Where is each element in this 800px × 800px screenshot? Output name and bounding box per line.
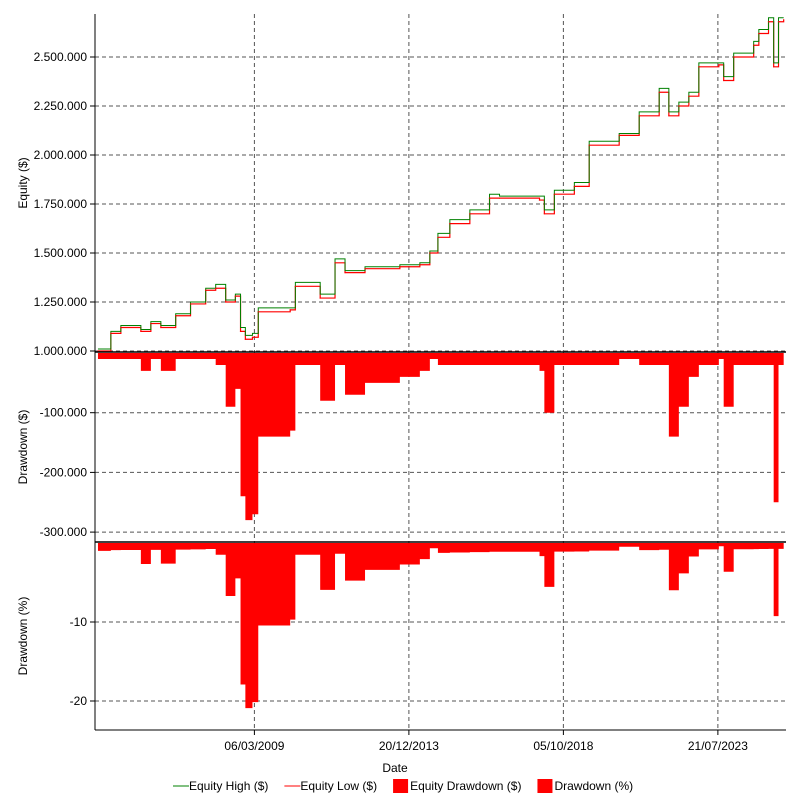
equity-point (773, 66, 775, 68)
equity-point (364, 268, 366, 270)
series-equity-low (97, 19, 785, 352)
equity-point (110, 332, 112, 334)
equity-point (399, 266, 401, 268)
equity-point (753, 44, 755, 46)
legend-label: Equity Drawdown ($) (410, 779, 521, 793)
legend-label: Equity High ($) (189, 779, 268, 793)
equity-point (449, 223, 451, 225)
legend-item: Equity High ($) (173, 779, 268, 793)
legend-item: Equity Drawdown ($) (393, 779, 521, 793)
x-tick-label: 21/07/2023 (688, 739, 748, 753)
y-axis-label: Equity ($) (16, 157, 30, 208)
y-tick-label: -200.000 (40, 465, 88, 479)
equity-point (783, 19, 785, 21)
equity-point (239, 330, 242, 332)
y-tick-label: 1.500.000 (34, 246, 88, 260)
equity-point (160, 326, 162, 329)
equity-point (658, 91, 660, 93)
y-tick-label: -20 (70, 694, 88, 708)
equity-point (488, 197, 491, 199)
equity-point (668, 115, 670, 117)
y-tick-label: -10 (70, 615, 88, 629)
equity-point (758, 32, 760, 35)
y-tick-label: -100.000 (40, 406, 88, 420)
equity-point (469, 213, 471, 215)
equity-point (334, 262, 336, 264)
equity-point (573, 185, 575, 187)
x-tick-label: 05/10/2018 (533, 739, 593, 753)
equity-point (319, 297, 321, 299)
legend-box-swatch (537, 779, 553, 793)
equity-point (733, 56, 735, 58)
equity-point (498, 197, 501, 199)
equity-point (767, 21, 770, 23)
y-tick-label: 1.250.000 (34, 295, 88, 309)
panel-2: -100.000 -200.000 -300.000 Drawdown ($) (16, 352, 786, 542)
equity-point (618, 134, 620, 136)
equity-point (120, 326, 122, 329)
equity-point (553, 193, 555, 195)
x-tick-label: 06/03/2009 (224, 739, 284, 753)
equity-point (638, 115, 640, 117)
equity-point (215, 287, 217, 289)
equity-point (543, 213, 545, 215)
equity-point (437, 236, 439, 238)
equity-point (429, 252, 431, 254)
equity-point (678, 105, 680, 107)
equity-point (257, 311, 259, 313)
y-axis-label: Drawdown (%) (16, 597, 30, 676)
y-tick-label: 2.250.000 (34, 99, 88, 113)
equity-point (698, 66, 700, 68)
equity-point (175, 315, 177, 317)
equity-point (344, 272, 346, 274)
y-tick-label: 1.000.000 (34, 344, 88, 358)
y-tick-label: 2.000.000 (34, 148, 88, 162)
equity-point (140, 330, 142, 332)
equity-point (723, 79, 725, 82)
equity-point (251, 336, 254, 338)
equity-point (289, 309, 291, 311)
equity-point (234, 295, 236, 297)
legend-item: Drawdown (%) (537, 779, 633, 793)
equity-point (189, 303, 192, 305)
legend-label: Equity Low ($) (300, 779, 377, 793)
equity-point (294, 285, 296, 287)
equity-point (205, 289, 207, 291)
x-tick-label: 20/12/2013 (379, 739, 439, 753)
equity-point (244, 338, 246, 340)
series-equity-drawdown (97, 353, 784, 521)
legend-label: Drawdown (%) (554, 779, 633, 793)
panel-1: 1.000.000 1.250.000 1.500.000 1.750.000 2.00… (16, 14, 786, 358)
legend-box-swatch (393, 779, 409, 793)
series-equity-high (97, 17, 784, 350)
legend: Equity High ($) Equity Low ($) Equity Draw… (173, 779, 633, 793)
equity-point (777, 21, 780, 23)
legend-item: Equity Low ($) (284, 779, 377, 793)
equity-point (538, 199, 541, 201)
y-axis-label: Drawdown ($) (16, 410, 30, 485)
equity-point (688, 95, 690, 97)
y-tick-label: 2.500.000 (34, 50, 88, 64)
equity-point (419, 264, 421, 266)
y-tick-label: 1.750.000 (34, 197, 88, 211)
y-tick-label: -300.000 (40, 525, 88, 539)
series-drawdown-percent (97, 543, 784, 709)
x-axis-label: Date (382, 761, 408, 775)
equity-point (225, 301, 227, 303)
equity-point (718, 64, 720, 66)
equity-point (588, 144, 590, 146)
equity-point (150, 322, 152, 325)
